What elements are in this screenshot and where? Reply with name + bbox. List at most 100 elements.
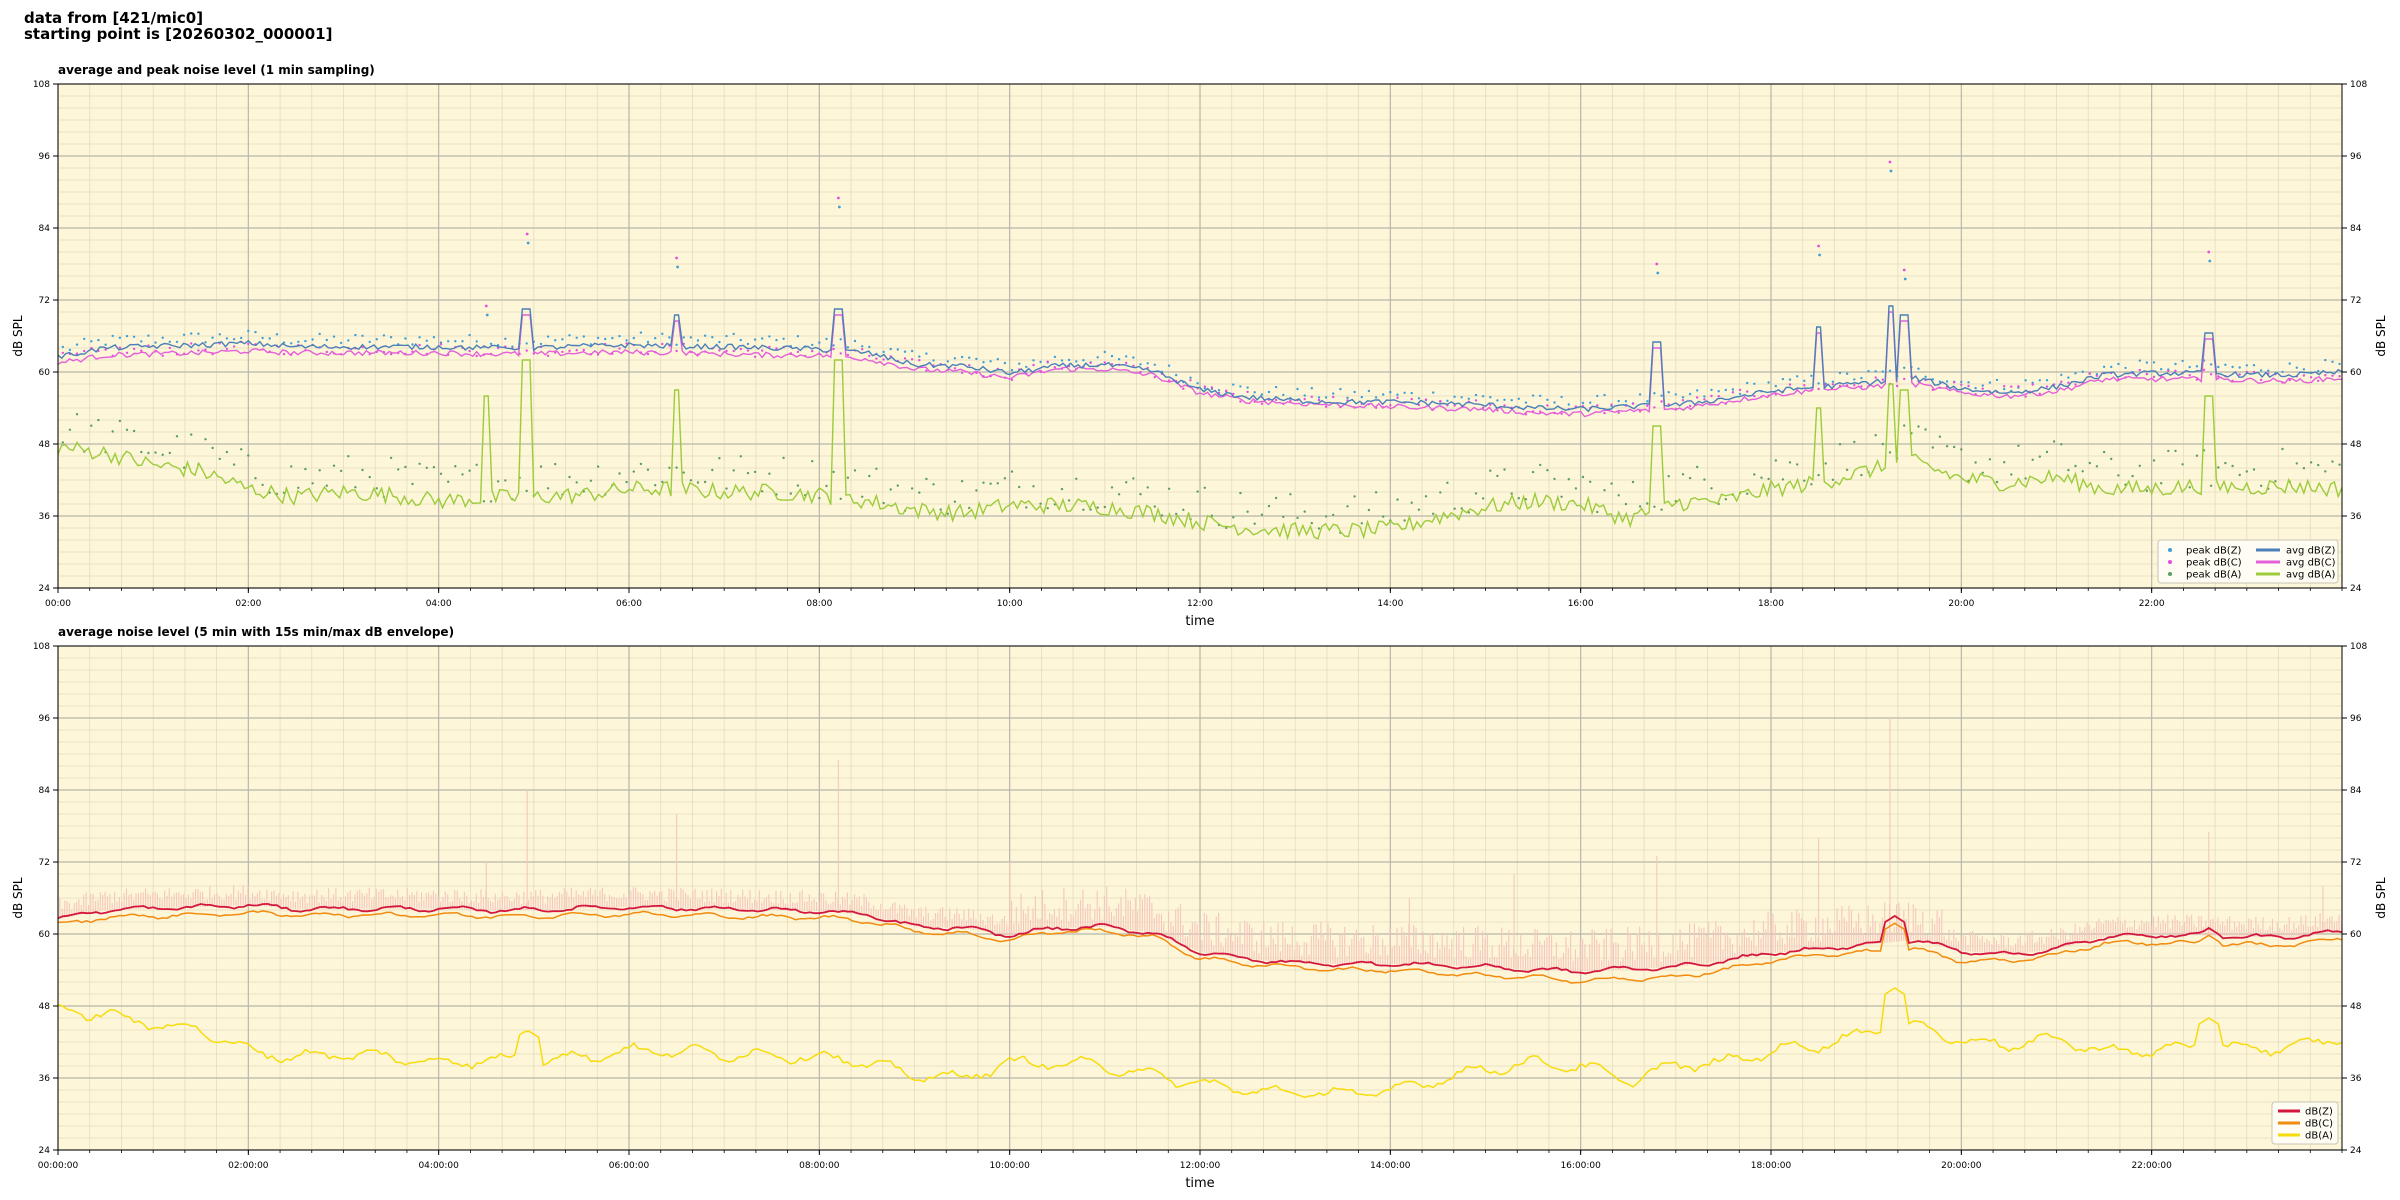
peak-z-dot [1025,365,1028,369]
x-tick-label: 14:00 [1377,599,1403,609]
chart-title: average and peak noise level (1 min samp… [58,63,375,77]
x-tick-label: 18:00 [1758,599,1784,609]
peak-a-dot [568,475,571,479]
x-tick-label: 10:00:00 [989,1161,1030,1171]
peak-a-dot [1003,477,1007,480]
peak-c-dot [2010,385,2013,388]
peak-c-dot [2209,373,2213,376]
peak-a-dot [1232,516,1235,519]
peak-a-dot [910,487,914,490]
peak-z-dot [1274,385,1278,389]
peak-a-dot [1567,478,1571,481]
peak-a-dot [554,462,557,466]
y-tick-label-left: 24 [39,1146,51,1156]
peak-z-dot [925,352,928,355]
peak-z-dot [1974,386,1977,390]
peak-c-dot [2317,379,2320,382]
peak-z-dot [1617,399,1620,403]
peak-a-dot [1981,471,1984,474]
chart-panel-2: 24 24 36 36 48 48 60 60 72 72 84 84 96 96 108 108 00:00:… [11,625,2388,1191]
peak-z-dot [1938,380,1942,383]
peak-a-dot [689,479,693,482]
peak-z-dot [554,339,557,342]
peak-a-dot [2010,473,2013,476]
peak-a-dot [761,490,764,493]
peak-z-dot [1803,379,1806,382]
peak-z-dot [2317,369,2320,373]
peak-a-dot [1132,477,1135,480]
peak-z-dot [432,336,436,339]
peak-z-dot [675,343,678,346]
peak-a-dot [1303,510,1306,513]
peak-a-dot [125,428,129,431]
peak-z-dot [1531,394,1535,397]
peak-z-dot [404,337,407,340]
chart-title: average noise level (5 min with 15s min/… [58,625,454,639]
peak-z-dot [1981,384,1984,387]
peak-a-dot [839,497,842,500]
peak-c-dot [1303,397,1306,401]
peak-z-dot [1110,354,1114,358]
peak-z-dot [1703,395,1706,398]
peak-z-dot [1653,392,1656,395]
peak-z-dot [1796,375,1799,378]
peak-c-dot [1817,387,1820,391]
peak-c-dot [2074,383,2077,386]
legend-label: dB(Z) [2305,1107,2333,1118]
peak-z-dot [739,338,742,342]
peak-z-dot [839,338,842,341]
peak-c-dot [468,349,471,353]
peak-z-dot [2209,363,2213,366]
peak-z-dot [960,355,964,359]
peak-c-dot [418,343,421,347]
peak-a-dot [1646,502,1649,505]
peak-z-dot [2252,364,2256,367]
peak-c-dot [190,342,193,345]
peak-z-dot [1717,390,1720,393]
peak-z-dot [339,341,343,345]
peak-a-dot [1225,526,1228,530]
peak-z-dot [1432,391,1435,394]
peak-a-dot [939,508,942,511]
x-tick-label: 14:00:00 [1370,1161,1411,1171]
peak-z-dot [1667,391,1670,394]
peak-c-dot [910,358,914,361]
peak-a-dot [1638,505,1642,508]
peak-a-dot [1788,461,1792,464]
peak-z-dot [154,341,157,344]
peak-a-dot [411,482,414,486]
peak-c-dot [968,364,971,367]
peak-c-outlier [675,256,678,260]
peak-a-dot [1753,473,1756,476]
peak-z-dot [1838,371,1842,375]
peak-c-dot [1703,398,1706,401]
peak-a-dot [261,483,264,487]
peak-a-dot [953,500,957,503]
peak-z-dot [475,340,478,343]
peak-a-dot [1167,487,1171,490]
peak-a-dot [2003,461,2006,464]
peak-z-dot [696,339,700,342]
peak-c-dot [725,349,728,353]
peak-a-dot [1125,481,1128,484]
peak-a-dot [1367,508,1371,512]
peak-a-dot [2117,474,2120,477]
peak-a-dot [140,450,143,454]
peak-a-dot [2252,468,2256,471]
peak-a-dot [1824,462,1827,465]
peak-z-dot [311,338,314,341]
peak-z-dot [382,334,386,337]
peak-c-dot [1546,404,1549,407]
peak-z-dot [825,337,828,341]
peak-a-dot [1182,508,1185,511]
peak-a-dot [1853,440,1856,444]
y-tick-label-left: 84 [39,786,51,796]
peak-a-dot [482,500,486,503]
peak-c-dot [168,346,171,350]
peak-z-dot [2217,365,2220,369]
peak-z-dot [1117,358,1121,361]
peak-a-dot [2245,470,2248,473]
peak-z-dot [718,340,721,344]
peak-a-dot [861,495,864,498]
peak-z-dot [1810,374,1813,377]
